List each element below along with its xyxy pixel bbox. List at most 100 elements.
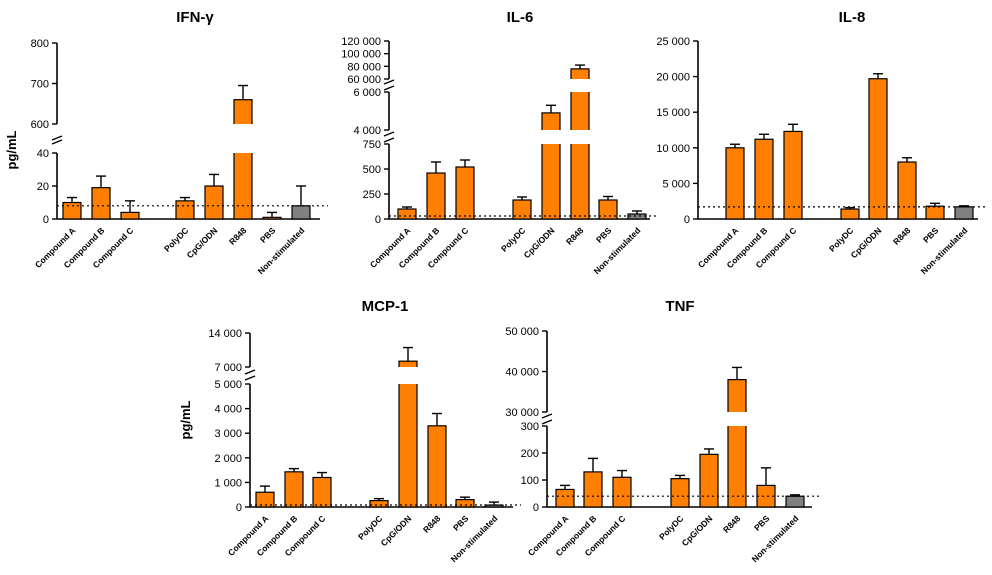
y-tick-label: 500 — [363, 164, 381, 176]
y-tick-label: 250 — [363, 189, 381, 201]
bar-1 — [91, 187, 111, 220]
bar-2 — [783, 130, 803, 220]
bar-break-gap — [398, 367, 418, 384]
axis-break-mark — [541, 419, 553, 425]
y-tick-label: 40 000 — [505, 367, 539, 379]
axis-break-mark — [383, 137, 395, 143]
axis-break-mark — [51, 135, 63, 141]
y-tick-label: 200 — [521, 448, 539, 460]
y-tick-label: 700 — [31, 79, 49, 91]
x-tick-label: R848 — [227, 225, 249, 247]
x-tick-label: CpG/ODN — [185, 225, 220, 260]
y-tick-label: 0 — [375, 214, 381, 226]
bar-break-gap — [570, 79, 590, 92]
bar-2 — [120, 211, 140, 220]
bar-0 — [725, 147, 745, 220]
y-tick-label: 50 000 — [505, 326, 539, 338]
y-tick-label: 20 000 — [656, 72, 690, 84]
x-tick-label: CpG/ODN — [680, 513, 715, 548]
x-tick-label: PBS — [594, 225, 614, 245]
bar-break-gap — [233, 124, 253, 153]
chart-title: IL-6 — [507, 9, 534, 26]
y-tick-label: 7 000 — [214, 362, 242, 374]
x-tick-label: PolyDC — [162, 225, 190, 253]
x-tick-label: PolyDC — [657, 513, 685, 541]
bar-0 — [397, 208, 417, 220]
y-tick-label: 100 — [521, 475, 539, 487]
bar-7 — [291, 205, 311, 220]
bar-7 — [954, 206, 974, 220]
bar-6 — [925, 205, 945, 220]
y-tick-label: 4 000 — [353, 125, 381, 137]
y-tick-label: 600 — [31, 119, 49, 131]
chart-title: TNF — [665, 298, 694, 315]
bar-5 — [233, 99, 253, 220]
y-tick-label: 0 — [684, 214, 690, 226]
y-tick-label: 0 — [533, 502, 539, 514]
y-tick-label: 40 — [37, 148, 49, 160]
bar-2 — [612, 476, 632, 508]
bar-4 — [868, 78, 888, 220]
x-tick-label: PBS — [258, 225, 278, 245]
y-tick-label: 14 000 — [208, 328, 242, 340]
bar-2 — [455, 166, 475, 220]
x-tick-label: R848 — [721, 513, 743, 535]
axis-break-mark — [383, 131, 395, 137]
x-tick-label: PolyDC — [499, 225, 527, 253]
y-tick-label: 25 000 — [656, 36, 690, 48]
bar-3 — [369, 500, 389, 508]
y-axis-title: pg/mL — [178, 400, 193, 439]
x-tick-label: PBS — [451, 513, 471, 533]
y-tick-label: 20 — [37, 181, 49, 193]
axis-break-mark — [244, 375, 256, 381]
x-tick-label: R848 — [421, 513, 443, 535]
y-tick-label: 60 000 — [347, 74, 381, 86]
chart-title: IL-8 — [839, 9, 866, 26]
bar-5 — [427, 425, 447, 508]
axis-break-mark — [51, 139, 63, 145]
y-tick-label: 6 000 — [353, 87, 381, 99]
y-tick-label: 2 000 — [214, 453, 242, 465]
y-tick-label: 5 000 — [214, 379, 242, 391]
bar-break-gap — [727, 412, 747, 426]
bar-3 — [175, 200, 195, 220]
bar-0 — [62, 201, 82, 220]
bar-5 — [727, 379, 747, 508]
bar-5 — [897, 161, 917, 220]
chart-title: IFN-γ — [176, 9, 214, 26]
y-axis-title: pg/mL — [4, 130, 19, 169]
y-tick-label: 100 000 — [341, 49, 381, 61]
axis-break-mark — [383, 79, 395, 85]
bar-4 — [541, 112, 561, 220]
bar-1 — [426, 172, 446, 220]
bar-break-gap — [541, 130, 561, 144]
x-tick-label: CpG/ODN — [522, 225, 557, 260]
chart-panel-3: MCP-1 pg/mL 0 1 000 2 000 3 000 4 000 5 000 7 00… — [178, 298, 521, 564]
x-tick-label: PBS — [752, 513, 772, 533]
y-tick-label: 800 — [31, 38, 49, 50]
y-tick-label: 10 000 — [656, 143, 690, 155]
bar-break-gap — [570, 130, 590, 144]
x-tick-label: R848 — [891, 225, 913, 247]
y-tick-label: 300 — [521, 421, 539, 433]
bar-6 — [262, 216, 282, 220]
bar-3 — [840, 208, 860, 220]
bar-6 — [455, 499, 475, 508]
x-tick-label: R848 — [564, 225, 586, 247]
y-tick-label: 0 — [43, 214, 49, 226]
bar-3 — [670, 478, 690, 508]
x-tick-label: PolyDC — [356, 513, 384, 541]
y-tick-label: 750 — [363, 139, 381, 151]
y-tick-label: 1 000 — [214, 477, 242, 489]
bar-1 — [583, 471, 603, 508]
chart-title: MCP-1 — [362, 298, 409, 315]
bar-0 — [555, 488, 575, 508]
y-tick-label: 0 — [236, 502, 242, 514]
bar-7 — [785, 495, 805, 508]
bar-1 — [284, 471, 304, 508]
